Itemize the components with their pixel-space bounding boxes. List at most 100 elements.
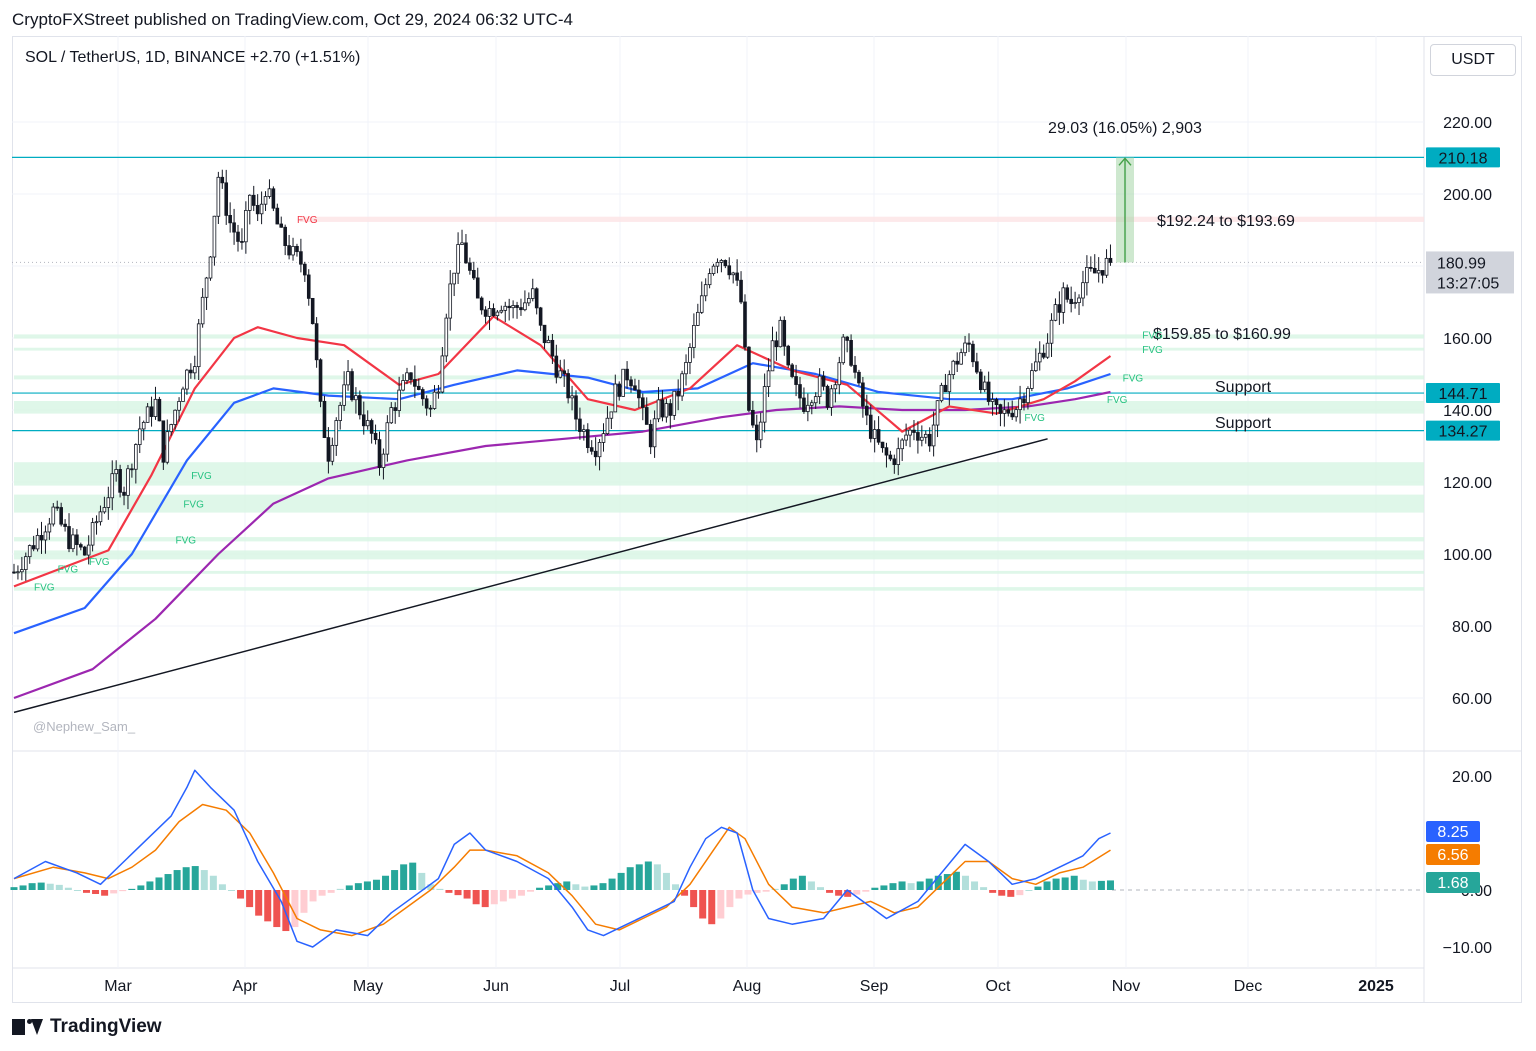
candle xyxy=(479,296,484,315)
candle-body xyxy=(935,400,940,426)
macd-hist-bar xyxy=(798,875,806,890)
candle xyxy=(774,331,779,361)
macd-hist-bar xyxy=(980,887,988,890)
candle-body xyxy=(200,296,205,325)
macd-hist-bar xyxy=(527,890,535,892)
candle-body xyxy=(51,506,56,525)
candle-body xyxy=(82,546,87,556)
candle xyxy=(385,415,390,462)
candle-body xyxy=(739,279,743,303)
candle-body xyxy=(106,497,111,508)
macd-hist-bar xyxy=(717,890,725,919)
currency-button[interactable]: USDT xyxy=(1430,44,1516,76)
candle xyxy=(232,208,236,245)
macd-hist-bar xyxy=(128,888,136,890)
candle xyxy=(778,316,783,348)
candle-body xyxy=(593,450,598,458)
candle xyxy=(739,271,743,305)
candle xyxy=(169,423,174,436)
macd-hist-bar xyxy=(218,884,226,890)
candle-body xyxy=(456,244,460,274)
macd-hist-bar xyxy=(699,890,707,919)
candle xyxy=(951,359,956,380)
candle xyxy=(947,370,952,406)
candle-body xyxy=(185,369,189,390)
candle-body xyxy=(766,370,771,387)
macd-hist-bar xyxy=(499,890,507,902)
candle-body xyxy=(369,420,374,434)
macd-hist-bar xyxy=(653,864,661,890)
candle-body xyxy=(212,215,217,258)
fvg-label: FVG xyxy=(1024,413,1045,424)
macd-hist-bar xyxy=(826,890,834,893)
candle-body xyxy=(939,384,944,402)
candle xyxy=(806,393,810,422)
candle xyxy=(330,437,335,466)
candle-body xyxy=(931,424,936,447)
candle xyxy=(472,261,476,280)
candle-body xyxy=(1037,352,1042,363)
candle-body xyxy=(1045,342,1050,358)
candle-body xyxy=(1026,388,1030,404)
candle-body xyxy=(542,324,547,344)
candle xyxy=(365,410,370,430)
candle xyxy=(975,352,979,375)
tag-label: 210.18 xyxy=(1439,150,1488,167)
candle xyxy=(440,346,445,394)
tag-bg xyxy=(1426,821,1480,842)
candle-body xyxy=(676,390,680,397)
candle xyxy=(475,267,480,299)
candle xyxy=(923,430,928,444)
candle-body xyxy=(845,336,849,341)
macd-hist-bar xyxy=(735,890,743,899)
candle-body xyxy=(562,370,566,374)
macd-hist-bar xyxy=(880,885,888,890)
macd-line xyxy=(13,769,1111,948)
candle xyxy=(157,396,162,422)
candle xyxy=(267,179,272,199)
candle xyxy=(208,256,213,281)
macd-hist-bar xyxy=(237,890,245,899)
fvg-label: FVG xyxy=(89,557,110,568)
macd-y-tick-label: −10.00 xyxy=(1443,940,1492,957)
candle xyxy=(880,441,885,453)
candle xyxy=(51,503,56,527)
candle-body xyxy=(1108,257,1113,263)
macd-hist-bar xyxy=(418,872,426,890)
candle-body xyxy=(601,433,606,443)
candle-body xyxy=(287,245,291,256)
macd-hist-bar xyxy=(82,890,90,893)
candle-body xyxy=(130,468,134,471)
candle-body xyxy=(90,522,95,546)
footer: TradingView xyxy=(12,1016,162,1038)
candle xyxy=(1045,333,1050,359)
candle-body xyxy=(338,404,342,421)
candle xyxy=(86,535,91,565)
macd-hist-bar xyxy=(898,881,906,890)
macd-hist-bar xyxy=(318,890,326,896)
brand-name: TradingView xyxy=(50,1016,162,1037)
candle xyxy=(149,396,154,427)
candle-body xyxy=(715,261,720,267)
candle xyxy=(668,399,673,429)
candle-body xyxy=(770,340,775,372)
candle-body xyxy=(98,511,103,523)
candle-body xyxy=(499,309,504,313)
support-label: Support xyxy=(1215,379,1272,396)
ema-50-line xyxy=(13,362,1111,635)
candle xyxy=(16,565,20,580)
candle xyxy=(381,448,386,480)
macd-hist-bar xyxy=(545,885,553,890)
candle-body xyxy=(31,545,36,550)
macd-hist-bar xyxy=(191,866,199,890)
candle xyxy=(617,381,622,401)
candle-body xyxy=(393,407,398,411)
candle-body xyxy=(267,188,272,197)
candle-body xyxy=(94,521,99,524)
macd-hist-bar xyxy=(889,883,897,890)
candle-body xyxy=(743,301,747,348)
candle xyxy=(648,419,653,455)
candle xyxy=(102,496,107,514)
candle-body xyxy=(126,468,130,496)
